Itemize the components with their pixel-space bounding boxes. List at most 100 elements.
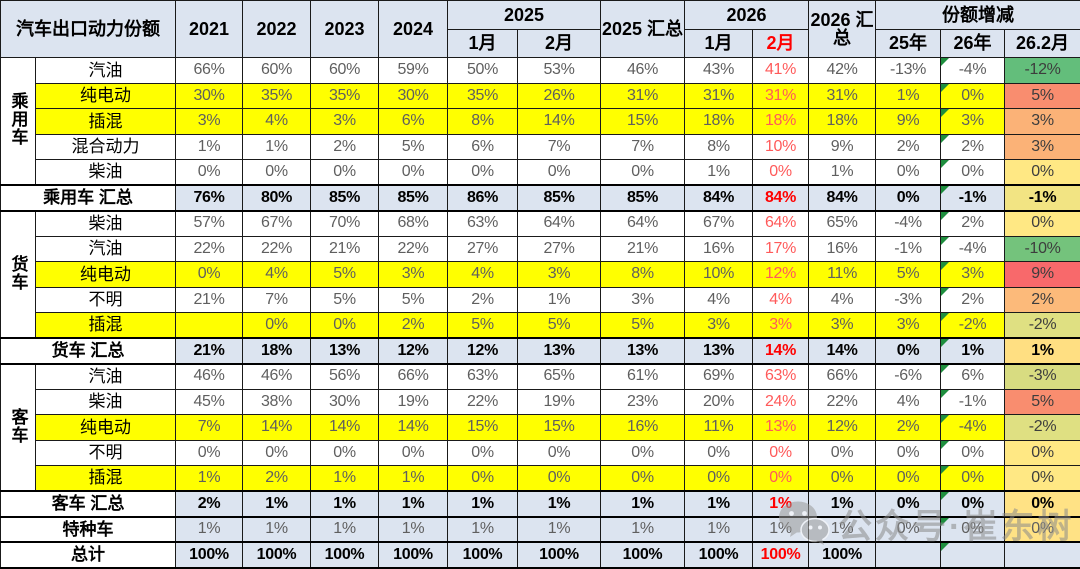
table-cell[interactable]: 0%: [685, 440, 753, 466]
table-cell[interactable]: 100%: [379, 542, 448, 568]
table-cell[interactable]: 9%: [876, 109, 941, 135]
table-cell[interactable]: 0%: [941, 83, 1005, 109]
table-cell[interactable]: 0%: [448, 160, 518, 186]
table-cell[interactable]: 3%: [809, 313, 876, 339]
table-cell[interactable]: 84%: [753, 185, 809, 211]
header-year-2022[interactable]: 2022: [243, 1, 311, 58]
row-label[interactable]: 混合动力: [36, 134, 176, 160]
table-cell[interactable]: -6%: [876, 364, 941, 390]
table-cell[interactable]: 0%: [753, 440, 809, 466]
table-cell[interactable]: 7%: [601, 134, 685, 160]
table-cell[interactable]: 22%: [243, 236, 311, 262]
table-cell[interactable]: 20%: [685, 389, 753, 415]
table-cell[interactable]: 68%: [379, 211, 448, 237]
table-cell[interactable]: 5%: [448, 313, 518, 339]
header-2026-month-1[interactable]: 1月: [685, 30, 753, 58]
table-cell[interactable]: 0%: [753, 160, 809, 186]
table-cell[interactable]: 7%: [176, 415, 243, 441]
row-label[interactable]: 插混: [36, 109, 176, 135]
table-cell[interactable]: 1%: [753, 491, 809, 517]
table-cell[interactable]: 0%: [876, 517, 941, 543]
table-cell[interactable]: 100%: [685, 542, 753, 568]
table-cell[interactable]: 2%: [448, 287, 518, 313]
row-label[interactable]: 不明: [36, 440, 176, 466]
table-cell[interactable]: 3%: [685, 313, 753, 339]
row-label[interactable]: 特种车: [1, 517, 176, 543]
table-cell[interactable]: 23%: [601, 389, 685, 415]
table-cell[interactable]: 0%: [753, 466, 809, 492]
table-cell[interactable]: 1%: [809, 517, 876, 543]
header-change-2[interactable]: 26年: [941, 30, 1005, 58]
table-cell[interactable]: 80%: [243, 185, 311, 211]
table-cell[interactable]: 2%: [876, 134, 941, 160]
table-cell[interactable]: 85%: [518, 185, 601, 211]
header-year-2023[interactable]: 2023: [311, 1, 379, 58]
table-cell[interactable]: [941, 542, 1005, 568]
table-cell[interactable]: -1%: [941, 389, 1005, 415]
table-cell[interactable]: [1005, 542, 1080, 568]
table-cell[interactable]: 76%: [176, 185, 243, 211]
header-2026-sum[interactable]: 2026 汇总: [809, 1, 876, 58]
table-cell[interactable]: 2%: [176, 491, 243, 517]
table-cell[interactable]: 0%: [809, 466, 876, 492]
table-cell[interactable]: 12%: [379, 338, 448, 364]
table-cell[interactable]: 63%: [448, 364, 518, 390]
table-cell[interactable]: 65%: [518, 364, 601, 390]
table-cell[interactable]: 1%: [685, 160, 753, 186]
table-cell[interactable]: 67%: [685, 211, 753, 237]
table-cell[interactable]: 0%: [601, 160, 685, 186]
table-cell[interactable]: 19%: [379, 389, 448, 415]
table-cell[interactable]: 64%: [753, 211, 809, 237]
row-label[interactable]: 纯电动: [36, 415, 176, 441]
row-label[interactable]: 柴油: [36, 211, 176, 237]
table-cell[interactable]: 64%: [601, 211, 685, 237]
table-cell[interactable]: -2%: [1005, 415, 1080, 441]
table-cell[interactable]: 1%: [311, 466, 379, 492]
table-cell[interactable]: 17%: [753, 236, 809, 262]
table-cell[interactable]: 0%: [243, 440, 311, 466]
table-cell[interactable]: 0%: [1005, 160, 1080, 186]
header-2026-group[interactable]: 2026: [685, 1, 809, 30]
table-cell[interactable]: 8%: [685, 134, 753, 160]
row-label[interactable]: 乘用车 汇总: [1, 185, 176, 211]
table-cell[interactable]: 18%: [809, 109, 876, 135]
table-cell[interactable]: 3%: [753, 313, 809, 339]
table-cell[interactable]: 27%: [448, 236, 518, 262]
row-label[interactable]: 纯电动: [36, 262, 176, 288]
table-cell[interactable]: 11%: [685, 415, 753, 441]
table-cell[interactable]: 66%: [176, 58, 243, 84]
table-cell[interactable]: 1%: [685, 517, 753, 543]
table-cell[interactable]: 3%: [1005, 109, 1080, 135]
table-cell[interactable]: 1%: [601, 491, 685, 517]
header-change-1[interactable]: 25年: [876, 30, 941, 58]
table-cell[interactable]: 13%: [518, 338, 601, 364]
table-cell[interactable]: 86%: [448, 185, 518, 211]
table-cell[interactable]: 1%: [379, 491, 448, 517]
table-cell[interactable]: 26%: [518, 83, 601, 109]
table-cell[interactable]: 56%: [311, 364, 379, 390]
table-cell[interactable]: -13%: [876, 58, 941, 84]
table-cell[interactable]: -4%: [941, 236, 1005, 262]
table-cell[interactable]: 0%: [1005, 211, 1080, 237]
table-cell[interactable]: 5%: [601, 313, 685, 339]
table-cell[interactable]: 1%: [243, 134, 311, 160]
table-cell[interactable]: 13%: [311, 338, 379, 364]
table-cell[interactable]: 0%: [518, 466, 601, 492]
table-cell[interactable]: 1%: [601, 517, 685, 543]
table-cell[interactable]: 14%: [753, 338, 809, 364]
table-cell[interactable]: 0%: [1005, 466, 1080, 492]
table-cell[interactable]: 8%: [448, 109, 518, 135]
table-cell[interactable]: 42%: [809, 58, 876, 84]
table-cell[interactable]: 70%: [311, 211, 379, 237]
table-cell[interactable]: -4%: [876, 211, 941, 237]
table-cell[interactable]: 0%: [685, 466, 753, 492]
table-cell[interactable]: 5%: [379, 287, 448, 313]
table-cell[interactable]: 100%: [601, 542, 685, 568]
table-cell[interactable]: 1%: [518, 287, 601, 313]
table-cell[interactable]: 100%: [448, 542, 518, 568]
table-cell[interactable]: 3%: [176, 109, 243, 135]
table-cell[interactable]: 4%: [876, 389, 941, 415]
table-cell[interactable]: 22%: [379, 236, 448, 262]
table-cell[interactable]: 1%: [809, 160, 876, 186]
row-label[interactable]: 柴油: [36, 160, 176, 186]
